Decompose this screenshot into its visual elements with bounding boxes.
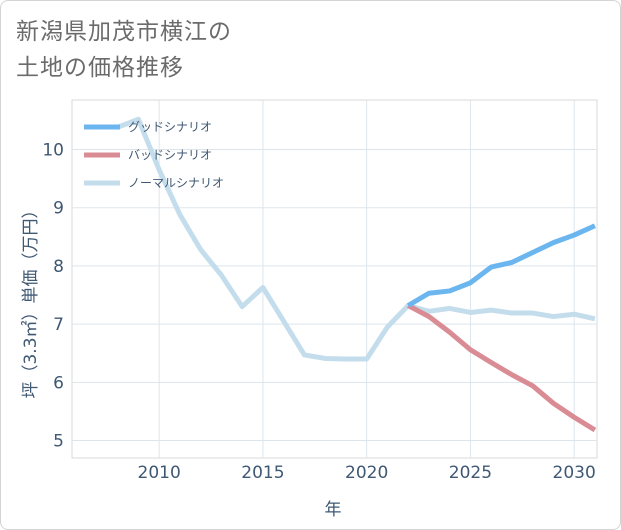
series-line-3 bbox=[116, 116, 596, 362]
x-tick-labels: 2010 2015 2020 2025 2030 bbox=[138, 463, 596, 483]
y-tick-label: 5 bbox=[53, 432, 64, 452]
y-tick-label: 6 bbox=[53, 373, 64, 393]
y-tick-label: 7 bbox=[53, 315, 64, 335]
chart-title-line-2: 土地の価格推移 bbox=[16, 55, 184, 81]
y-tick-label: 9 bbox=[53, 199, 64, 219]
y-tick-label: 10 bbox=[42, 140, 64, 160]
legend-label: グッドシナリオ bbox=[128, 120, 212, 134]
legend-label: ノーマルシナリオ bbox=[128, 176, 224, 190]
x-tick-label: 2015 bbox=[241, 463, 284, 483]
y-tick-label: 8 bbox=[53, 257, 64, 277]
y-tick-labels: 5 6 7 8 9 10 bbox=[42, 140, 64, 451]
chart-title: 新潟県加茂市横江の 土地の価格推移 bbox=[16, 14, 232, 86]
x-axis-label: 年 bbox=[325, 500, 342, 520]
chart-title-line-1: 新潟県加茂市横江の bbox=[16, 19, 232, 45]
x-gridlines bbox=[158, 100, 575, 458]
x-tick-label: 2010 bbox=[138, 463, 181, 483]
legend-label: バッドシナリオ bbox=[128, 148, 212, 162]
y-axis-label: 坪（3.3㎡）単価（万円） bbox=[21, 201, 41, 398]
series-lines bbox=[116, 116, 597, 433]
x-tick-label: 2025 bbox=[449, 463, 492, 483]
series-line-1 bbox=[406, 223, 596, 308]
series-line-2 bbox=[406, 303, 597, 433]
x-tick-label: 2020 bbox=[345, 463, 388, 483]
y-gridlines bbox=[72, 148, 597, 442]
x-tick-label: 2030 bbox=[553, 463, 596, 483]
